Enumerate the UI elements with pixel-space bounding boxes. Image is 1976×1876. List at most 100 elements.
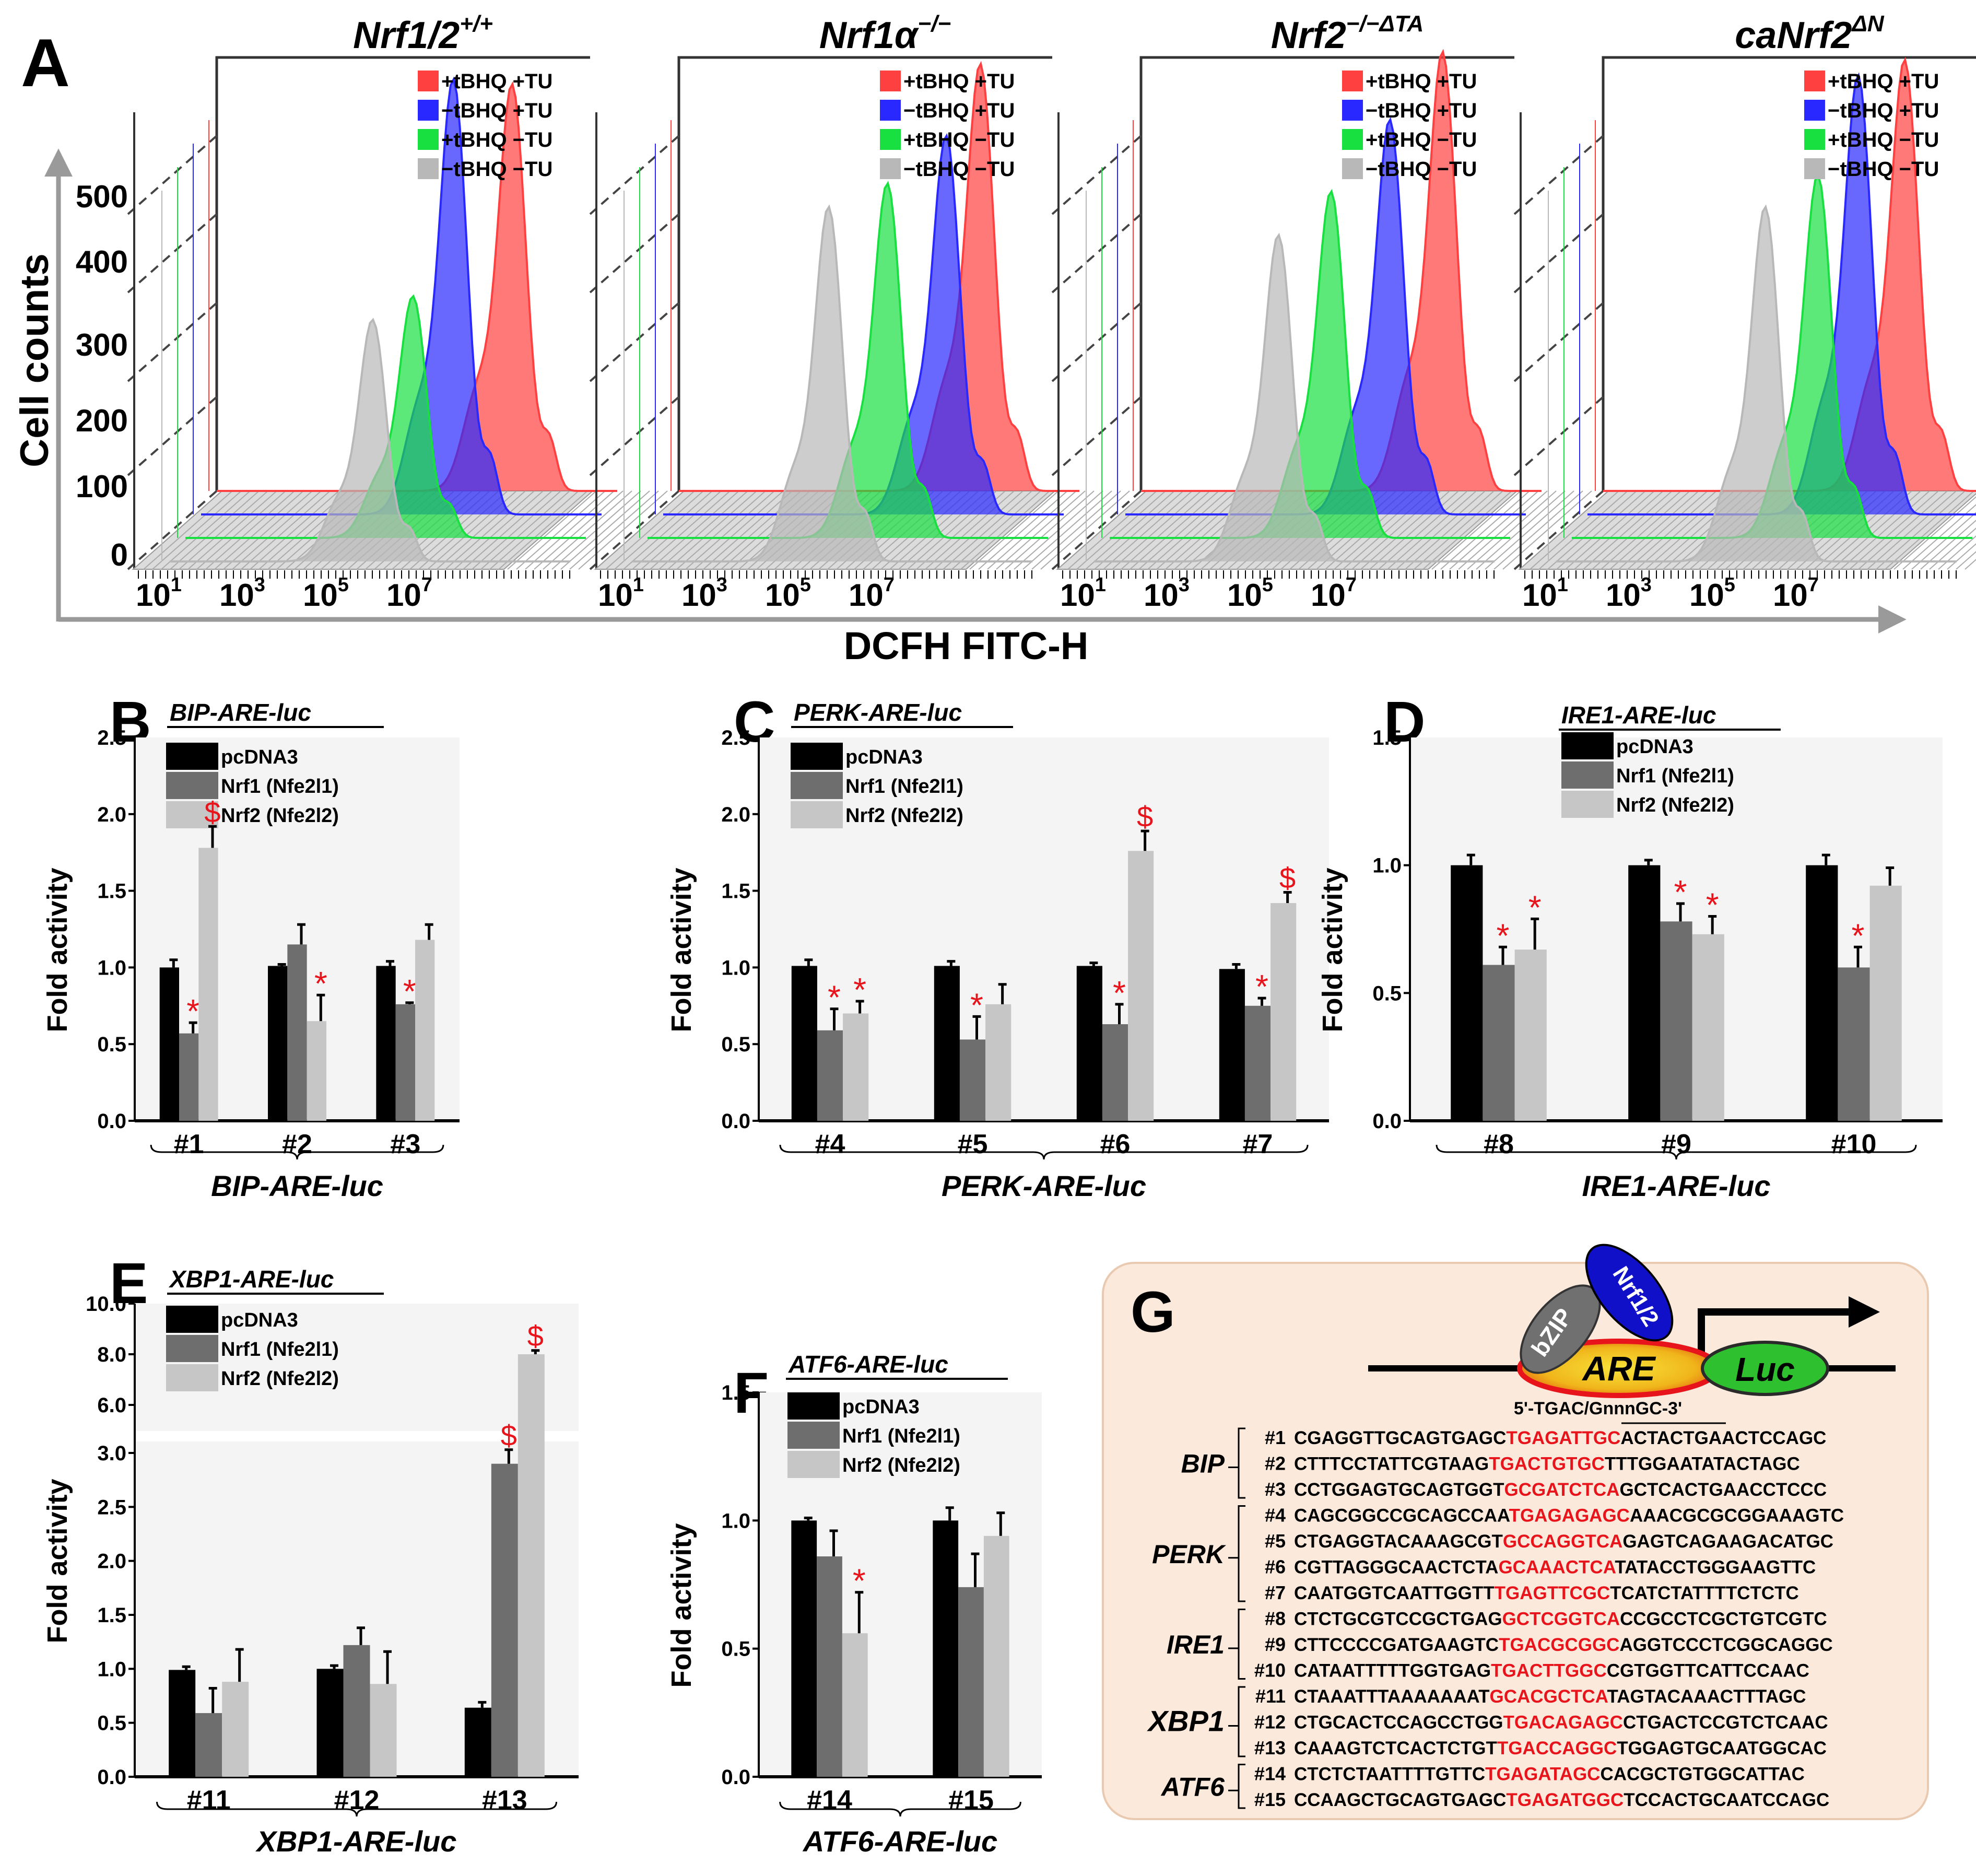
floor-hatch xyxy=(1592,490,1681,570)
gene-bracket-XBP1 xyxy=(1228,1686,1245,1757)
bar-B-#1-0 xyxy=(159,967,180,1121)
legend-swatch-C-1 xyxy=(791,772,843,799)
seq-row-3: CAGCGGCCGCAGCCAATGAGAGAGCAAACGCGCGGAAAGT… xyxy=(1294,1506,1844,1526)
category-label-D-#10: #10 xyxy=(1831,1129,1877,1159)
ytick-label-B: 1.0 xyxy=(97,956,126,979)
legend-label-E-2: Nrf2 (Nfe2l2) xyxy=(221,1368,339,1390)
floor-hatch xyxy=(1876,490,1966,570)
bar-C-#6-2 xyxy=(1128,851,1154,1121)
floor-hatch xyxy=(454,490,544,570)
panel-a: A Cell counts DCFH FITC-H 0 100 200 300 … xyxy=(13,11,1976,667)
floor-hatch xyxy=(1130,490,1219,570)
ytick-label-D: 1.5 xyxy=(1372,726,1402,749)
floor-hatch xyxy=(152,490,242,570)
ytick-label-B: 0.5 xyxy=(97,1033,126,1056)
floor-hatch xyxy=(1378,490,1468,570)
seq-row-4: CTGAGGTACAAAGCGTGCCAGGTCAGAGTCAGAAGACATG… xyxy=(1294,1531,1833,1552)
floor-hatch xyxy=(650,490,739,570)
legend-swatch-E-0 xyxy=(166,1306,218,1333)
floor-hatch xyxy=(187,490,277,570)
hist-legend-swatch-0-2 xyxy=(418,129,439,150)
floor-hatch xyxy=(658,490,748,570)
floor-hatch xyxy=(1031,490,1121,570)
significance-mark-D-#9-1: * xyxy=(1674,873,1687,911)
floor-hatch xyxy=(1618,490,1708,570)
consensus-motif: 5'-TGAC/GnnnGC-3' xyxy=(1514,1399,1682,1418)
bar-D-#9-1 xyxy=(1660,921,1692,1121)
legend-label-F-0: pcDNA3 xyxy=(842,1396,920,1418)
floor-hatch xyxy=(1574,490,1664,570)
gene-bracket-PERK xyxy=(1228,1505,1245,1602)
floor-hatch xyxy=(667,490,757,570)
bar-B-#3-2 xyxy=(415,940,435,1121)
hist-xtick-0-0: 101 xyxy=(136,574,182,613)
floor-hatch xyxy=(934,490,1024,570)
bar-E-#13-2 xyxy=(517,1354,545,1777)
a-ytick-100: 100 xyxy=(76,469,128,504)
significance-mark-B-#1-1: * xyxy=(186,992,199,1030)
floor-hatch xyxy=(694,490,784,570)
floor-hatch xyxy=(436,490,526,570)
seq-row-2: CCTGGAGTGCAGTGGTGCGATCTCAGCTCACTGAACCTCC… xyxy=(1294,1480,1827,1500)
hist-xtick-1-1: 103 xyxy=(681,574,727,613)
ylabel-F: Fold activity xyxy=(666,1523,697,1687)
seq-row-10: CTAAATTTAAAAAAATGCACGCTCATAGTACAAACTTTAG… xyxy=(1294,1686,1806,1707)
floor-hatch xyxy=(214,490,304,570)
histogram-trace-0-3 xyxy=(170,318,570,562)
hist-legend-label-0-1: −tBHQ +TU xyxy=(441,99,552,122)
bar-E-#12-0 xyxy=(316,1669,344,1777)
floor-hatch xyxy=(978,490,1068,570)
ytick-label-C: 0.0 xyxy=(721,1110,750,1133)
floor-hatch xyxy=(534,490,624,570)
floor-hatch xyxy=(1085,490,1175,570)
bar-B-#3-0 xyxy=(376,966,396,1121)
legend-swatch-F-2 xyxy=(787,1451,840,1478)
back-frame-3 xyxy=(1602,56,1976,491)
significance-mark-C-#6-2: $ xyxy=(1137,800,1153,833)
histogram-trace-2-2 xyxy=(1110,189,1510,539)
bar-D-#9-2 xyxy=(1692,934,1724,1121)
floor-hatch xyxy=(161,490,251,570)
floor-hatch xyxy=(516,490,606,570)
hist-xtick-3-0: 101 xyxy=(1522,574,1568,613)
histogram-panel-0: Nrf1/2+/+ 101 103 105 107 +tBHQ +TU −tBHQ +TU +… xyxy=(127,11,668,613)
significance-mark-C-#6-1: * xyxy=(1113,974,1126,1012)
floor-hatch xyxy=(1556,490,1646,570)
floor-hatch xyxy=(605,490,695,570)
back-frame-1 xyxy=(677,56,1052,491)
ylabel-E: Fold activity xyxy=(42,1479,73,1643)
hist-legend-swatch-2-2 xyxy=(1342,129,1363,150)
legend-label-F-1: Nrf1 (Nfe2l1) xyxy=(842,1425,960,1447)
hist-xtick-3-3: 107 xyxy=(1773,574,1819,613)
a-ytick-0: 0 xyxy=(111,537,128,572)
floor-hatch xyxy=(960,490,1050,570)
floor-hatch xyxy=(1538,490,1628,570)
seq-row-6: CAATGGTCAATTGGTTTGAGTTCGCTCATCTATTTTCTCT… xyxy=(1294,1583,1799,1603)
hist-legend-swatch-0-3 xyxy=(418,158,439,179)
floor-hatch xyxy=(1840,490,1930,570)
are-label: ARE xyxy=(1581,1349,1656,1388)
depth-guide-1-2 xyxy=(589,302,680,382)
significance-mark-C-#5-1: * xyxy=(970,986,983,1024)
xlabel-F: ATF6-ARE-luc xyxy=(802,1825,997,1858)
seq-id-12: #13 xyxy=(1254,1737,1286,1758)
floor-hatch xyxy=(1627,490,1717,570)
depth-guide-2-4 xyxy=(1051,135,1142,215)
hist-legend-swatch-3-3 xyxy=(1804,158,1825,179)
significance-mark-B-#3-1: * xyxy=(403,972,416,1010)
sequence-list: #1 CGAGGTTGCAGTGAGCTGAGATTGCACTACTGAACTCC… xyxy=(1147,1427,1844,1810)
bar-F-#14-0 xyxy=(791,1520,817,1777)
floor-hatch xyxy=(1929,527,1976,570)
chart-title-D: IRE1-ARE-luc xyxy=(1561,701,1716,729)
floor-hatch xyxy=(1005,490,1095,570)
seq-id-9: #10 xyxy=(1254,1660,1286,1681)
seq-row-8: CTTCCCCGATGAAGTCTGACGCGGCAGGTCCCTCGGCAGG… xyxy=(1294,1635,1833,1655)
ytick-label-E: 2.0 xyxy=(97,1550,126,1573)
depth-guide-3-0 xyxy=(1513,490,1604,570)
hist-legend-swatch-1-2 xyxy=(880,129,901,150)
floor-hatch xyxy=(232,490,322,570)
floor-hatch xyxy=(1369,490,1459,570)
panel-g-letter: G xyxy=(1131,1280,1175,1344)
